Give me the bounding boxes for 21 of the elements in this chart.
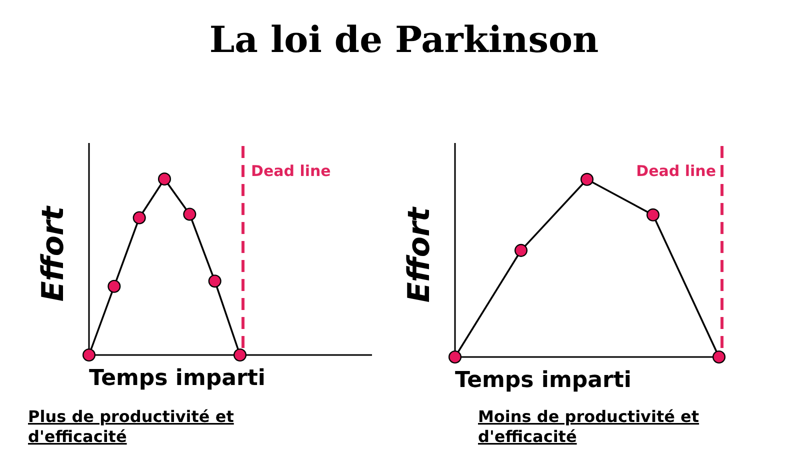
point	[183, 208, 196, 221]
point	[82, 348, 96, 362]
text: La loi de Parkinson	[209, 19, 599, 61]
point	[514, 244, 528, 257]
point	[448, 350, 462, 364]
point	[580, 172, 594, 186]
point	[233, 348, 247, 362]
point	[646, 208, 660, 222]
point	[132, 211, 146, 224]
text: Plus de productivité et d'efficacité	[28, 407, 234, 446]
point	[712, 350, 726, 364]
x-axis-title: Temps imparti	[455, 368, 632, 393]
text: Moins de productivité et d'efficacité	[478, 407, 700, 446]
x-axis-title: Temps imparti	[89, 366, 266, 391]
point	[158, 172, 172, 186]
point	[108, 280, 121, 293]
y-axis-title: Effort	[402, 206, 437, 303]
text: Dead line	[251, 162, 331, 180]
point	[208, 274, 222, 288]
y-axis-title: Effort	[36, 204, 71, 302]
text: Dead line	[636, 162, 716, 180]
